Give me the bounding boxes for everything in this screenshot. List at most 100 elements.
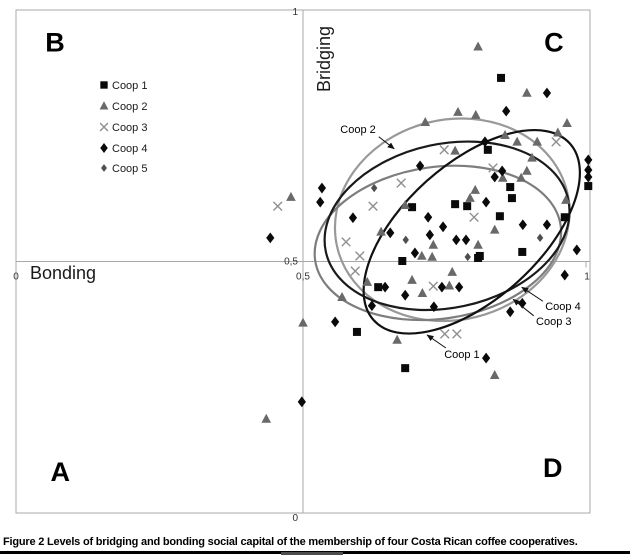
cross-marker [272,201,283,211]
legend: Coop 1 Coop 2 Coop 3 Coop 4 Coop 5 [99,80,147,175]
annotation-label: Coop 4 [545,301,580,313]
triangle-marker [417,287,428,297]
triangle-marker [489,369,500,379]
legend-item-label: Coop 4 [112,143,147,155]
triangle-marker [532,136,542,146]
cross-marker [368,201,378,211]
cross-marker [355,251,365,261]
triangle-marker [362,276,373,286]
ellipse-coop-3 [313,164,563,322]
diamond-marker [401,289,410,301]
square-marker [408,203,417,212]
triangle-marker [420,116,431,126]
cross-marker [350,266,361,276]
square-marker [401,364,410,373]
cross-marker [439,145,449,155]
legend-item-label: Coop 5 [112,163,147,175]
diamond-marker [482,196,491,208]
diamond-marker [410,247,420,259]
diamond-marker [367,300,376,312]
triangle-marker [489,224,500,234]
triangle-marker [465,192,475,202]
triangle-marker [99,101,109,110]
square-marker [451,200,460,209]
diamond-marker [429,301,438,313]
diamond-marker [425,229,434,241]
diamond-marker [498,165,507,177]
annotation-arrow [426,334,447,349]
triangle-marker [527,152,537,162]
triangle-marker [392,334,402,344]
legend-item: Coop 2 [99,101,147,113]
diamond-marker [297,396,306,408]
diamond-small-marker [101,164,107,172]
square-marker [560,213,569,222]
triangle-marker [553,127,563,137]
annotation-arrow [521,286,544,302]
diamond-marker [490,171,499,183]
diamond-marker [584,164,593,176]
quadrant-label-b: B [45,28,65,58]
diamond-marker [331,316,340,328]
cross-marker [439,329,450,339]
cross-marker [396,178,406,188]
legend-item: Coop 4 [100,143,147,155]
diamond-marker [542,219,552,231]
triangle-marker [470,184,480,194]
diamond-marker [455,281,464,293]
diamond-marker [415,160,425,172]
diamond-marker [380,281,390,293]
square-marker [497,73,506,82]
diamond-marker [572,244,581,256]
diamond-marker [386,227,395,239]
square-marker [483,145,492,154]
triangle-marker [427,251,437,261]
cross-marker [341,237,351,247]
diamond-marker [316,196,325,208]
legend-item-label: Coop 2 [112,101,147,113]
triangle-marker [522,165,532,175]
diamond-marker [542,87,552,99]
diamond-marker [266,232,275,244]
annotation-arrow [378,136,395,150]
annotation-label: Coop 2 [340,124,375,136]
x-tick-label: 0 [13,272,19,283]
legend-item: Coop 1 [100,80,147,92]
diamond-marker [518,297,527,309]
diamond-small-marker [536,233,544,243]
ellipse-coop-1 [362,128,581,335]
square-marker [352,327,361,336]
series-coop-1 [352,73,593,373]
triangle-marker [428,239,439,249]
legend-item-label: Coop 3 [112,122,147,134]
triangle-marker [417,250,427,260]
square-marker [374,283,383,292]
quadrant-label-c: C [544,28,564,58]
legend-item: Coop 5 [101,163,147,175]
annotation-coop-1: Coop 1 [426,334,480,361]
triangle-marker [497,172,508,182]
diamond-marker [317,182,327,194]
diamond-small-marker [402,235,409,245]
triangle-marker [261,413,272,423]
diamond-marker [560,269,569,281]
triangle-marker [500,130,510,140]
square-marker [463,202,472,211]
triangle-marker [561,194,571,204]
triangle-marker [453,106,463,116]
annotation-coop-4: Coop 4 [521,286,581,313]
cross-marker [488,163,498,173]
figure-caption: Figure 2 Levels of bridging and bonding … [3,536,578,548]
diamond-marker [100,143,108,153]
y-axis-title: Bridging [314,26,334,92]
y-tick-label: 0,5 [284,257,298,268]
diamond-marker [584,171,593,183]
quadrant-label-d: D [543,453,563,483]
legend-item: Coop 3 [99,122,147,134]
cross-marker [428,281,439,291]
diamond-marker [348,212,358,224]
diamond-marker [424,211,433,223]
annotation-arrow [512,298,535,317]
triangle-marker [447,266,458,276]
y-tick-label: 0 [292,513,298,524]
